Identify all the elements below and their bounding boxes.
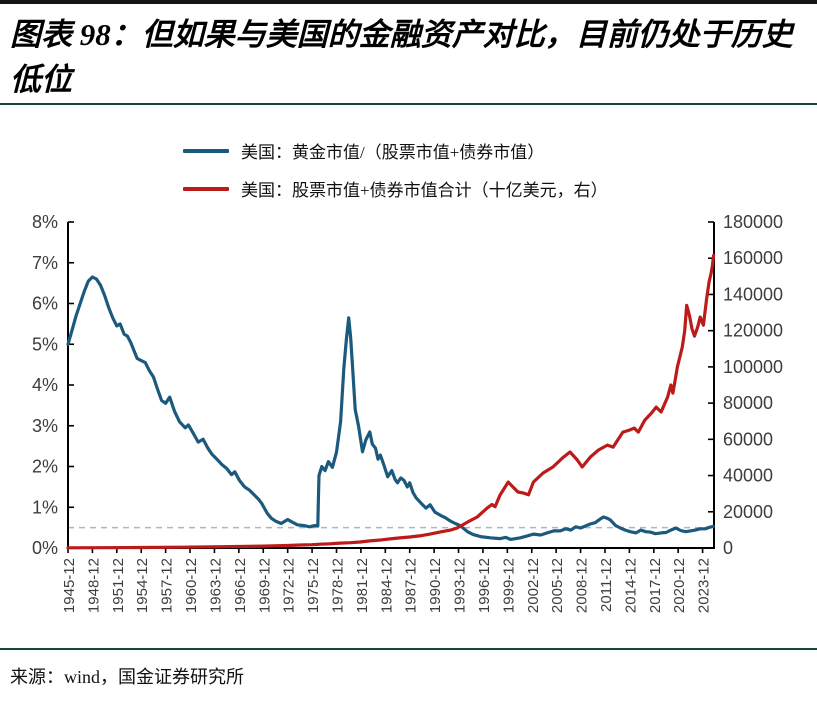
title-divider-rule — [0, 103, 817, 105]
y-left-tick-label: 4% — [32, 375, 58, 395]
legend-item-gold-ratio: 美国：黄金市值/（股票市值+债券市值） — [183, 138, 608, 163]
chart-canvas: 0% 1% 2% 3% 4% 5% 6% 7% 8% 0 20000 40000 60000 80000 1… — [32, 212, 783, 613]
y-right-tick-label: 60000 — [723, 429, 773, 449]
y-left-tick-label: 3% — [32, 416, 58, 436]
x-tick-label: 1978-12 — [329, 558, 346, 613]
x-tick-label: 1996-12 — [476, 558, 493, 613]
series-line-gold-ratio — [66, 275, 715, 542]
x-tick-label: 1987-12 — [403, 558, 420, 613]
y-right-tick-label: 40000 — [723, 466, 773, 486]
y-right-tick-label: 180000 — [723, 212, 783, 232]
y-right-tick-label: 100000 — [723, 357, 783, 377]
x-tick-label: 1972-12 — [281, 558, 298, 613]
legend-label: 美国：黄金市值/（股票市值+债券市值） — [241, 143, 545, 162]
series-line-stock-bond-total — [66, 253, 716, 550]
x-tick-label: 2011-12 — [598, 558, 615, 612]
y-left-tick-label: 5% — [32, 334, 58, 354]
legend-line-swatch-blue — [183, 148, 229, 153]
x-tick-label: 1966-12 — [232, 558, 249, 613]
legend-item-stock-bond-total: 美国：股票市值+债券市值合计（十亿美元，右） — [183, 176, 608, 201]
y-left-tick-label: 6% — [32, 294, 58, 314]
y-left-tick-label: 1% — [32, 497, 58, 517]
x-tick-label: 1951-12 — [110, 558, 127, 613]
x-tick-label: 2005-12 — [549, 558, 566, 613]
chart-legend: 美国：黄金市值/（股票市值+债券市值） 美国：股票市值+债券市值合计（十亿美元，… — [183, 138, 608, 201]
x-tick-label: 1990-12 — [427, 558, 444, 613]
y-right-tick-label: 0 — [723, 538, 733, 558]
x-tick-label: 2020-12 — [671, 558, 688, 613]
x-tick-label: 1999-12 — [500, 558, 517, 613]
y-right-tick-label: 160000 — [723, 248, 783, 268]
source-note: 来源：wind，国金证券研究所 — [10, 667, 244, 687]
x-tick-label: 1963-12 — [207, 558, 224, 613]
legend-line-swatch-red — [183, 186, 229, 191]
y-left-tick-label: 8% — [32, 212, 58, 232]
x-tick-label: 2017-12 — [647, 558, 664, 613]
y-right-tick-label: 80000 — [723, 393, 773, 413]
x-tick-label: 2014-12 — [622, 558, 639, 613]
figure-title: 图表 98：但如果与美国的金融资产对比，目前仍处于历史低位 — [10, 17, 793, 97]
x-tick-label: 1945-12 — [61, 558, 78, 613]
x-tick-label: 1960-12 — [183, 558, 200, 613]
x-tick-label: 1984-12 — [378, 558, 395, 613]
legend-label: 美国：股票市值+债券市值合计（十亿美元，右） — [241, 181, 608, 200]
x-tick-label: 2023-12 — [696, 558, 713, 613]
x-tick-label: 1948-12 — [85, 558, 102, 613]
x-tick-label: 1957-12 — [159, 558, 176, 613]
x-tick-label: 1954-12 — [134, 558, 151, 613]
y-left-tick-label: 2% — [32, 457, 58, 477]
top-border-rule — [0, 0, 817, 4]
y-right-tick-label: 140000 — [723, 284, 783, 304]
y-right-tick-label: 120000 — [723, 321, 783, 341]
x-tick-label: 2002-12 — [525, 558, 542, 613]
y-left-tick-label: 7% — [32, 253, 58, 273]
bottom-divider-rule — [0, 648, 817, 650]
y-right-tick-label: 20000 — [723, 502, 773, 522]
x-tick-label: 1975-12 — [305, 558, 322, 613]
x-tick-label: 1993-12 — [452, 558, 469, 613]
x-tick-label: 1981-12 — [354, 558, 371, 613]
x-tick-label: 2008-12 — [574, 558, 591, 613]
x-tick-label: 1969-12 — [256, 558, 273, 613]
y-left-tick-label: 0% — [32, 538, 58, 558]
